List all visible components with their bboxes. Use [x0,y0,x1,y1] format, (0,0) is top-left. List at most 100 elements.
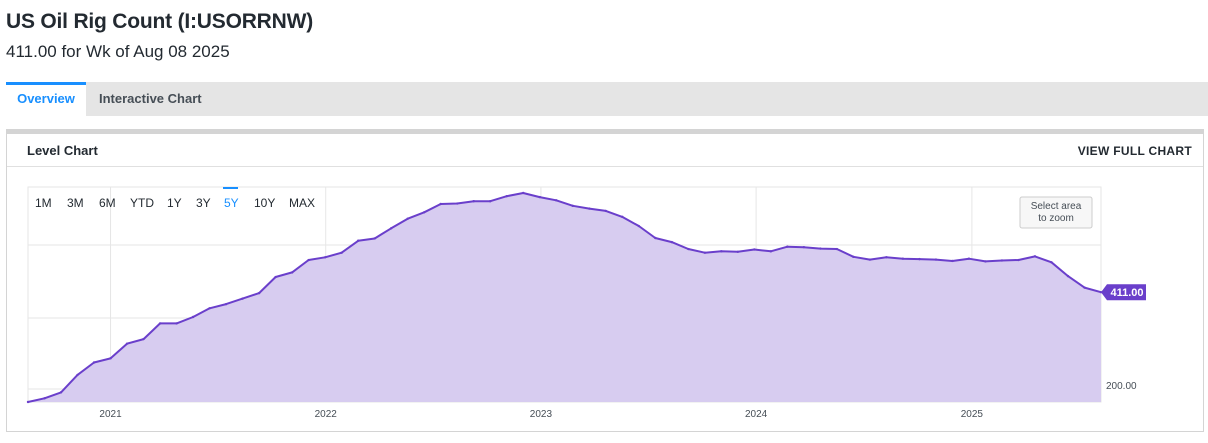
y-axis: 200.00 [1106,381,1137,392]
x-tick-label: 2023 [530,409,553,420]
data-point [868,258,872,261]
data-point [340,251,343,254]
data-point [522,191,525,195]
data-point [1083,286,1086,289]
data-point [819,247,822,250]
data-point [588,207,591,210]
range-selector: 1M 3M 6M YTD 1Y 3Y 5Y 10Y MAX [35,187,315,210]
data-point [472,200,475,203]
tab-overview[interactable]: Overview [6,82,86,116]
data-point [720,250,723,253]
data-point [241,297,244,300]
range-button-5y[interactable]: 5Y [224,196,239,210]
data-point [175,322,178,325]
range-button-1y[interactable]: 1Y [167,196,182,210]
data-point [1000,259,1004,262]
data-point [786,245,789,248]
data-point [489,200,492,203]
data-point [967,257,971,260]
data-point [802,245,806,249]
zoom-hint-box [1019,196,1093,229]
range-button-10y[interactable]: 10Y [254,196,275,210]
data-point [373,237,376,240]
data-point [274,275,277,279]
range-active-indicator [223,187,238,189]
tab-bar: Overview Interactive Chart [6,82,1208,116]
data-point [934,258,938,261]
data-point [307,258,310,262]
data-point [43,397,46,400]
data-point [1017,258,1020,262]
data-point [389,227,393,230]
data-point [158,322,162,325]
range-button-1m[interactable]: 1M [35,196,52,210]
data-point [109,357,112,360]
range-button-max[interactable]: MAX [289,196,315,210]
data-point [191,315,195,319]
x-tick-label: 2021 [99,409,122,420]
x-tick-label: 2024 [745,409,768,420]
x-axis: 2021 2022 2023 2024 2025 [99,409,983,420]
page-subtitle: 411.00 for Wk of Aug 08 2025 [6,42,230,61]
panel-header: Level Chart VIEW FULL CHART [7,134,1203,167]
data-point [852,255,855,259]
data-point [224,302,228,306]
data-point [769,250,773,253]
data-point [76,373,79,377]
data-point [538,195,541,199]
data-point [59,391,63,394]
data-point [918,257,921,261]
data-point [753,248,756,251]
zoom-hint-text: to zoom [1038,213,1074,224]
range-button-6m[interactable]: 6M [99,196,116,210]
view-full-chart-link[interactable]: VIEW FULL CHART [1077,144,1192,158]
data-point [323,256,327,259]
data-point [687,247,690,251]
data-point [26,400,30,404]
range-button-ytd[interactable]: YTD [130,196,154,210]
data-point [736,250,740,253]
data-point [670,240,673,244]
range-button-3y[interactable]: 3Y [196,196,211,210]
data-point [901,257,905,260]
data-point [505,194,508,198]
data-point [125,342,129,345]
tab-interactive-chart[interactable]: Interactive Chart [99,91,202,106]
data-point [1033,255,1037,258]
data-point [439,202,442,206]
range-button-3m[interactable]: 3M [67,196,84,210]
data-point [835,247,839,251]
data-point [406,217,409,220]
data-point [456,202,459,205]
x-tick-label: 2025 [961,409,984,420]
series-line [27,192,1102,403]
area-layer [26,191,1103,404]
data-point [1050,261,1053,264]
data-point [1066,274,1070,278]
data-point [621,215,624,219]
panel-title: Level Chart [27,143,98,158]
data-point [290,271,294,274]
data-point [92,361,96,364]
page-title: US Oil Rig Count (I:USORRNW) [6,10,314,33]
data-point [356,239,360,242]
last-value-badge [1101,284,1146,301]
data-point [654,236,657,240]
data-point [142,337,145,341]
y-tick-label: 200.00 [1106,381,1137,392]
series-area [28,193,1101,402]
zoom-hint-text: Select area [1031,201,1082,212]
last-value-label: 411.00 [1110,287,1143,299]
data-point [951,259,954,263]
data-point [637,224,640,228]
data-point [885,256,888,259]
data-point [984,260,987,263]
data-point [555,199,558,202]
data-point [703,251,707,254]
last-value-marker: 411.00 [1101,284,1146,301]
data-point [257,291,261,295]
data-point [208,307,211,310]
data-point [571,204,574,208]
